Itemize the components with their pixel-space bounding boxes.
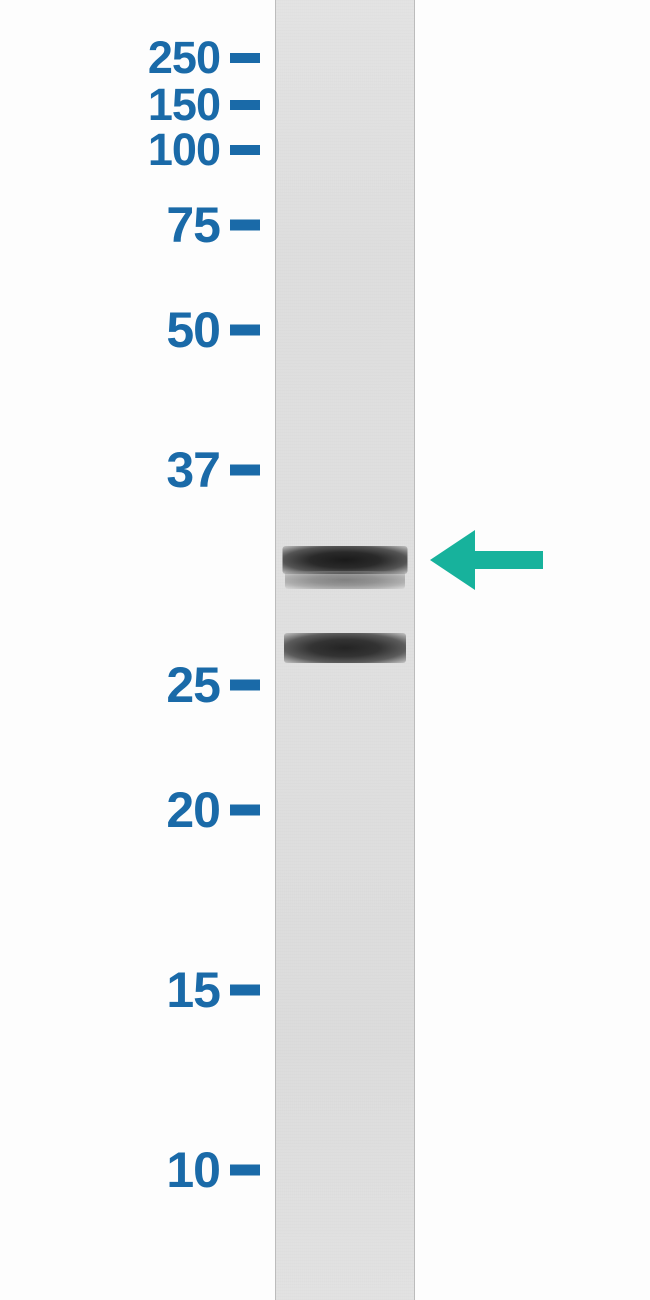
- mw-marker-label-100: 100: [148, 124, 220, 176]
- protein-band-2: [285, 571, 405, 589]
- mw-marker-label-20: 20: [166, 781, 220, 839]
- mw-marker-tick-250: [230, 53, 260, 63]
- mw-marker-tick-100: [230, 145, 260, 155]
- mw-marker-tick-15: [230, 985, 260, 996]
- mw-marker-label-75: 75: [166, 196, 220, 254]
- mw-marker-label-250: 250: [148, 32, 220, 84]
- mw-marker-tick-25: [230, 680, 260, 691]
- mw-marker-tick-150: [230, 100, 260, 110]
- protein-band-3: [284, 633, 406, 663]
- mw-marker-label-10: 10: [166, 1141, 220, 1199]
- mw-marker-tick-20: [230, 805, 260, 816]
- mw-marker-label-25: 25: [166, 656, 220, 714]
- mw-marker-tick-75: [230, 220, 260, 231]
- gel-lane: [275, 0, 415, 1300]
- arrow-shaft: [468, 551, 543, 569]
- protein-band-1: [283, 546, 408, 574]
- mw-marker-label-50: 50: [166, 301, 220, 359]
- mw-marker-tick-37: [230, 465, 260, 476]
- mw-marker-tick-10: [230, 1165, 260, 1176]
- western-blot-figure: 25015010075503725201510: [0, 0, 650, 1300]
- mw-marker-label-15: 15: [166, 961, 220, 1019]
- mw-marker-tick-50: [230, 325, 260, 336]
- mw-marker-label-37: 37: [166, 441, 220, 499]
